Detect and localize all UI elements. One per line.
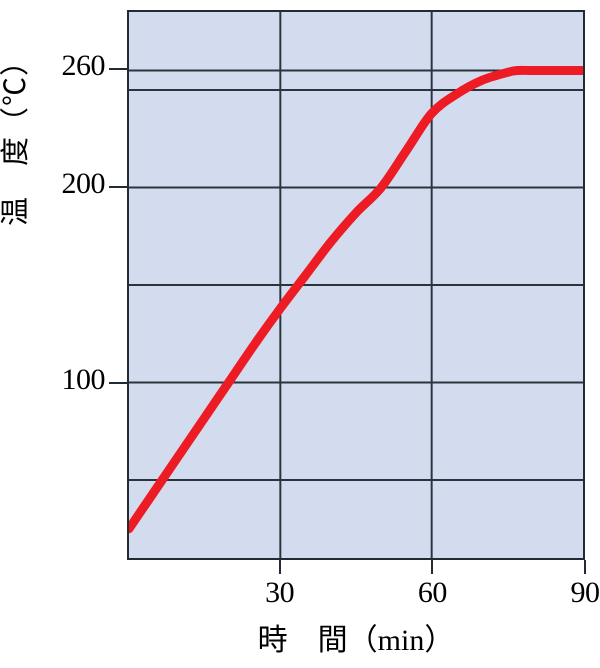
x-axis-title: 時 間（min） xyxy=(257,624,455,657)
x-tick-label: 30 xyxy=(265,576,295,609)
temperature-curve xyxy=(129,65,583,534)
y-tick-mark xyxy=(109,67,127,70)
x-tick-mark xyxy=(431,560,434,574)
y-tick-label: 200 xyxy=(61,166,106,200)
x-tick-label: 60 xyxy=(417,576,448,609)
vertical-gridlines xyxy=(279,12,433,558)
y-tick-mark xyxy=(109,185,127,188)
y-axis-title: 温 度（℃） xyxy=(0,46,32,226)
y-tick-label: 100 xyxy=(61,363,106,397)
x-tick-mark xyxy=(584,560,586,574)
y-axis-title-label: 温 度（℃） xyxy=(0,45,32,226)
x-tick-label: 90 xyxy=(570,576,600,609)
x-tick-mark xyxy=(278,560,281,574)
plot-canvas xyxy=(129,12,583,558)
y-tick-label: 260 xyxy=(61,48,106,82)
horizontal-gridlines xyxy=(129,69,583,481)
y-tick-mark xyxy=(109,382,127,385)
plot-area xyxy=(127,10,585,560)
